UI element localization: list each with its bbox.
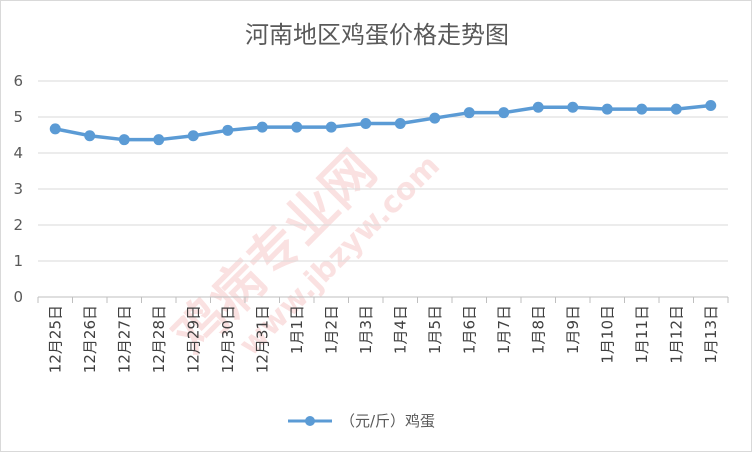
x-tick-label: 1月2日 [322,305,340,354]
x-tick-label: 12月25日 [46,305,64,373]
data-point [291,121,303,133]
x-tick-label: 1月4日 [391,305,409,354]
legend: （元/斤）鸡蛋 [288,412,435,430]
x-tick-label: 12月31日 [253,305,271,373]
data-point [49,123,61,135]
series-line [54,103,711,142]
data-point [498,107,510,119]
data-point [394,117,406,129]
x-tick-label: 12月26日 [81,305,99,373]
data-point [601,103,613,115]
data-point [429,112,441,124]
x-tick-label: 1月1日 [288,305,306,354]
x-tick-label: 1月12日 [667,305,685,364]
x-tick-label: 12月27日 [115,305,133,373]
x-tick-label: 1月9日 [564,305,582,354]
y-tick-label: 0 [13,288,23,306]
x-tick-label: 1月13日 [702,305,720,364]
x-tick-label: 1月7日 [495,305,513,354]
y-tick-label: 2 [13,216,23,234]
y-tick-label: 1 [13,252,23,270]
data-point [325,121,337,133]
data-point [187,130,199,142]
x-tick-label: 1月6日 [460,305,478,354]
data-point [670,103,682,115]
data-point [118,134,130,146]
chart-title: 河南地区鸡蛋价格走势图 [245,21,509,49]
y-tick-label: 6 [13,72,23,90]
legend-marker [305,416,315,426]
x-tick-label: 1月5日 [426,305,444,354]
x-tick-label: 1月3日 [357,305,375,354]
x-tick-label: 12月29日 [184,305,202,373]
x-tick-label: 12月30日 [219,305,237,373]
x-axis: 12月25日 12月26日 12月27日 12月28日 12月29日 12月30日 12月3… [37,297,729,373]
x-tick-label: 12月28日 [150,305,168,373]
data-point [567,101,579,113]
x-tick-label: 1月8日 [529,305,547,354]
data-point [532,101,544,113]
data-point [84,130,96,142]
y-axis: 0 1 2 3 4 5 6 [13,72,23,306]
data-point [463,107,475,119]
y-tick-label: 3 [13,180,23,198]
data-point [256,121,268,133]
data-point [222,124,234,136]
data-point [153,134,165,146]
x-tick-label: 1月11日 [633,305,651,364]
grid-lines [38,80,728,298]
data-point [360,117,372,129]
y-tick-label: 5 [13,108,23,126]
y-tick-label: 4 [13,144,23,162]
data-point [705,99,717,111]
legend-label: （元/斤）鸡蛋 [340,412,435,430]
series-egg [49,99,717,146]
x-tick-label: 1月10日 [598,305,616,364]
data-point [636,103,648,115]
